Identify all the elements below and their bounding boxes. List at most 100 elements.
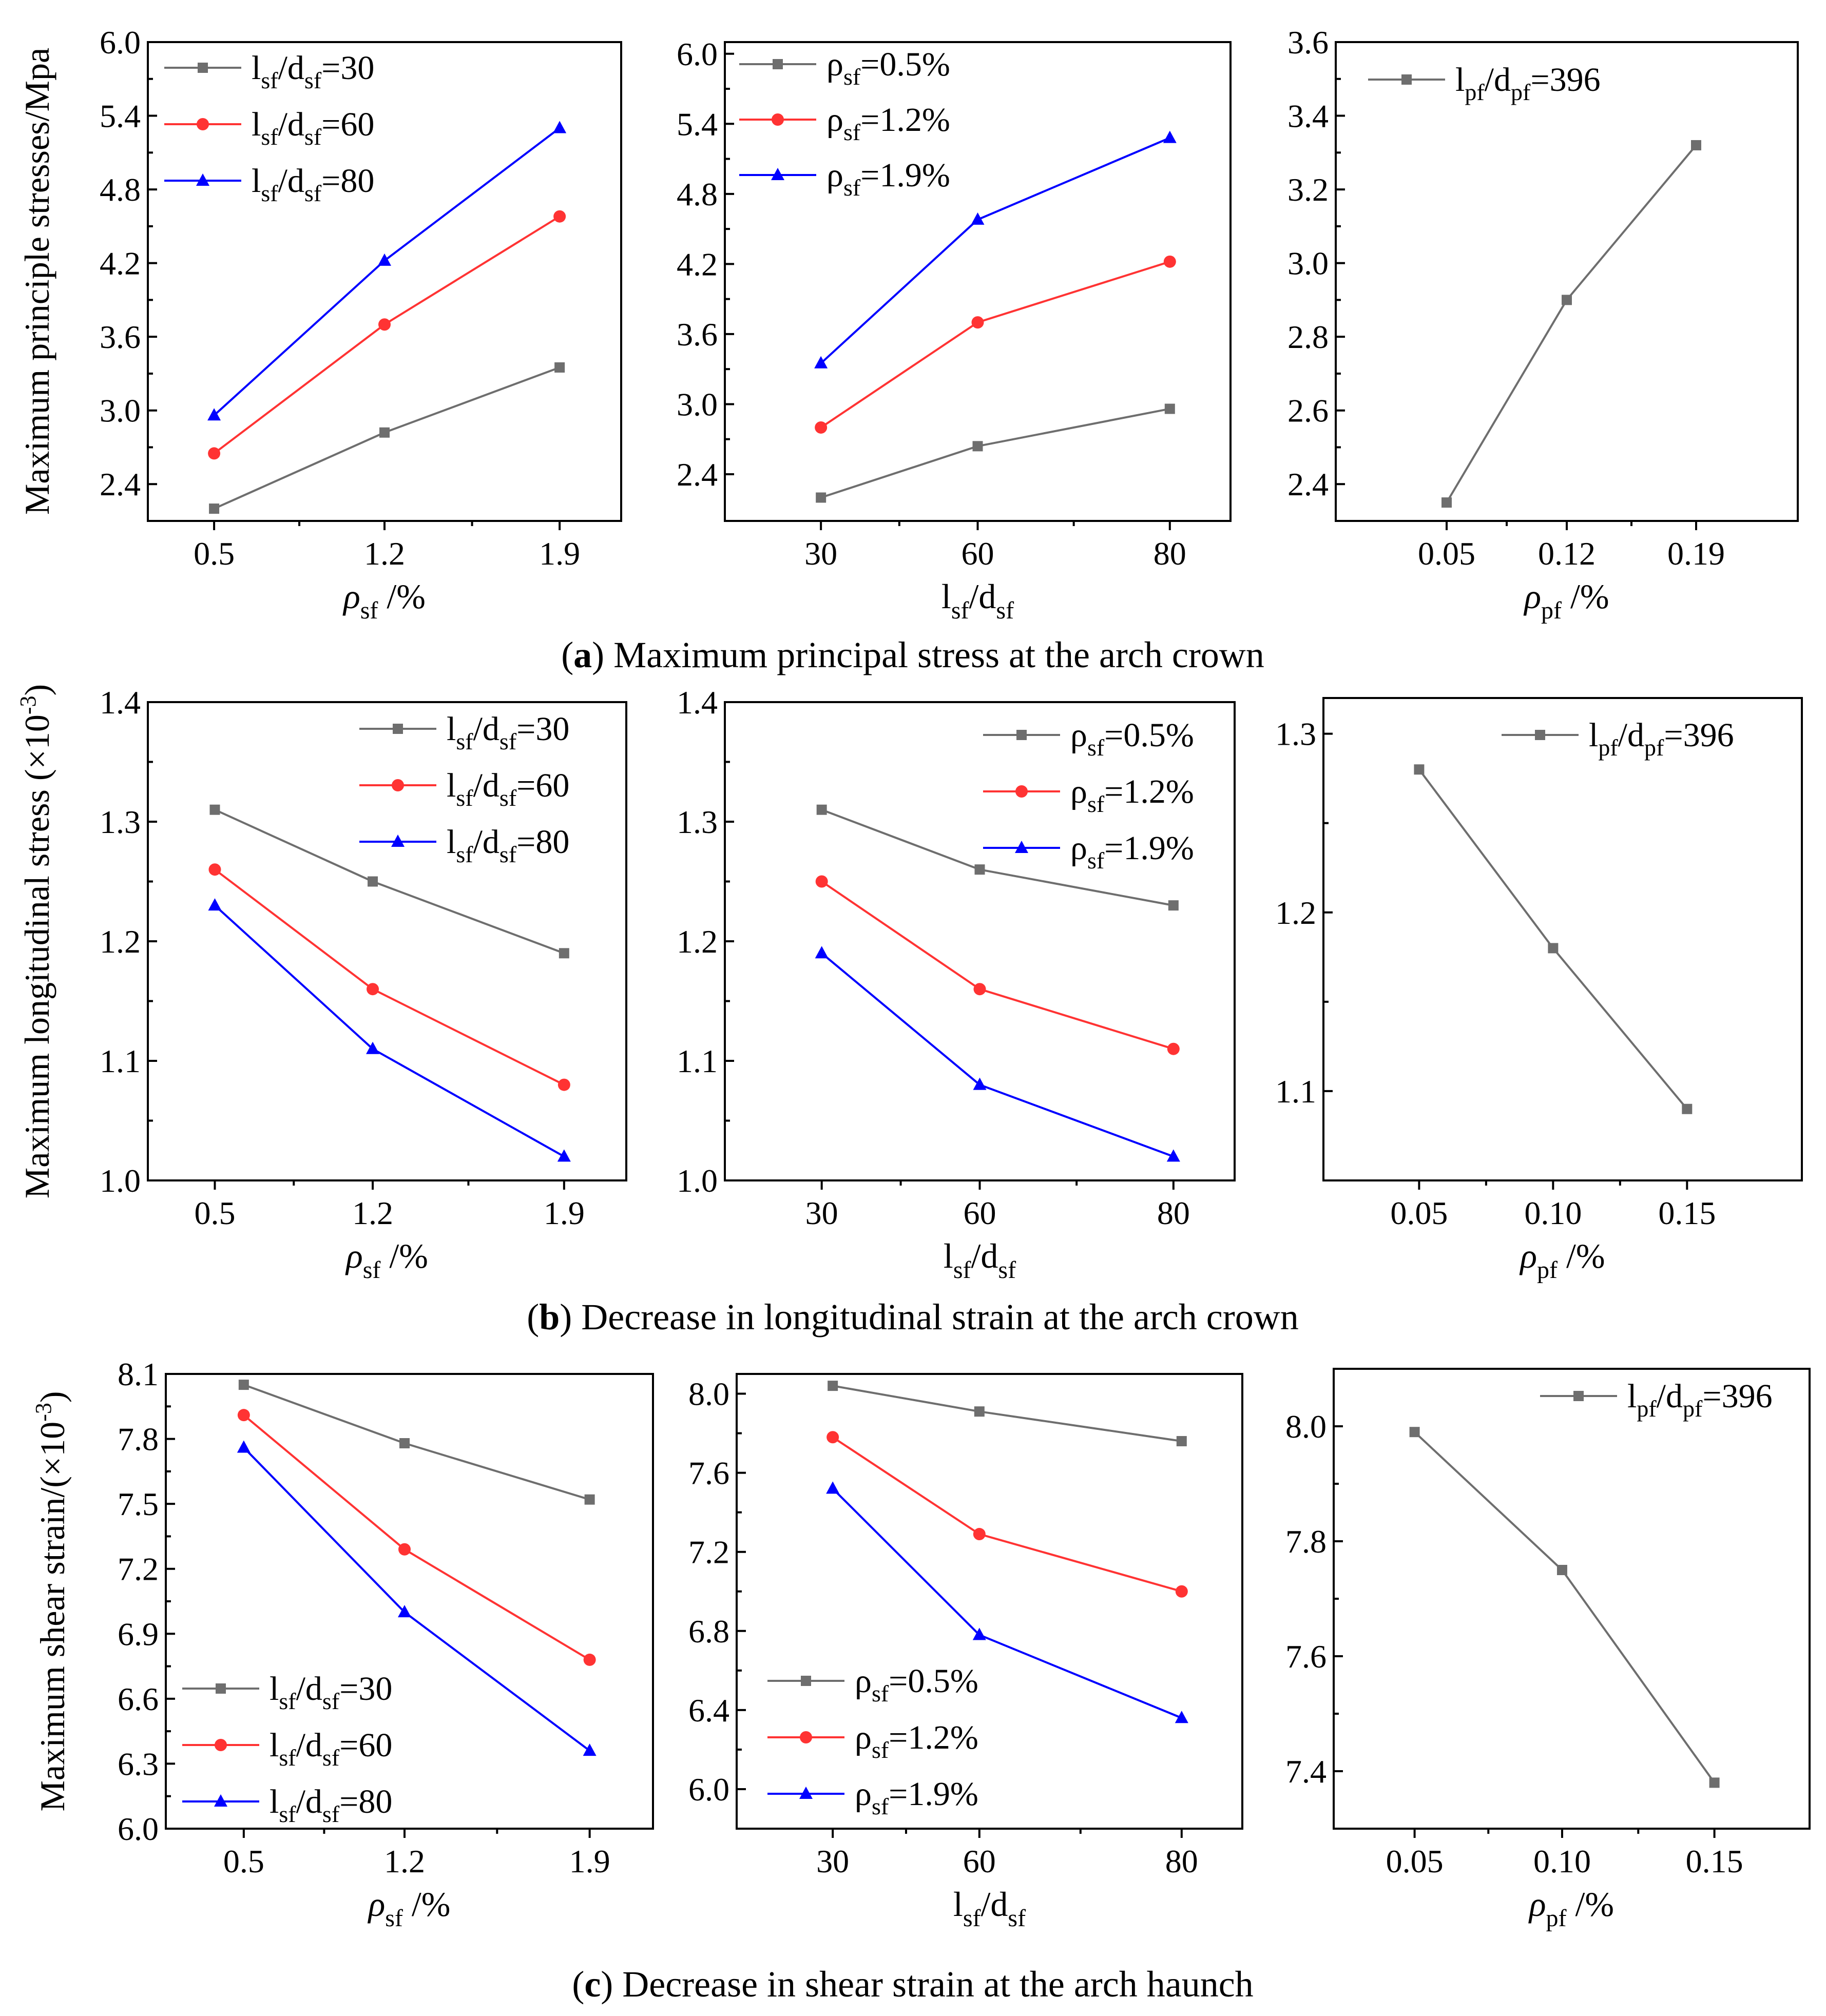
legend-label: ρsf​=1.2% [855,1719,978,1763]
caption-c: (c) Decrease in shear strain at the arch… [572,1964,1253,2005]
series-lpf/dpf=396 [1409,1427,1720,1788]
legend-entry: ρsf​=1.9% [767,1775,978,1819]
y-tick-label: 3.6 [100,319,141,355]
plot-frame [1322,697,1803,1181]
series-line [820,260,1170,429]
x-tick-label: 0.05 [1390,1195,1448,1231]
y-tick-label: 7.8 [1285,1523,1327,1560]
x-axis-label: ρpf /% [1528,1885,1614,1932]
legend-label: lsf​/dsf​=60 [270,1727,392,1771]
legend-label: lsf​/dsf​=60 [252,106,374,150]
y-tick-label: 6.9 [118,1616,159,1652]
data-point [826,1431,839,1444]
legend-entry: lpf​/dpf​=396 [1502,716,1734,761]
y-tick-label: 7.4 [1285,1753,1327,1790]
data-point [1556,1565,1567,1575]
legend-marker [1573,1391,1584,1401]
chart-c-middle: 6.0 6.4 6.8 7.2 7.6 8.0 30 60 80 lsf/dsf ρsf​=0.5%… [688,1373,1243,1932]
y-tick-label: 1.3 [100,804,141,840]
data-point [238,1380,249,1390]
subscript: sf [499,728,517,754]
subscript: sf [322,1801,340,1827]
data-point [237,1409,250,1422]
legend-label: lsf​/dsf​=80 [270,1783,392,1827]
data-point [1167,1042,1180,1055]
legend-label: lsf​/dsf​=30 [270,1670,392,1714]
data-point [553,210,566,223]
x-tick-label: 1.9 [544,1195,585,1231]
series-line [243,1384,590,1501]
subscript: sf [843,175,861,201]
chart-a-middle: 2.4 3.0 3.6 4.2 4.8 5.4 6.0 30 60 80 lsf/dsf ρsf​=0… [677,36,1232,624]
legend-entry: lsf​/dsf​=80 [359,823,569,867]
y-tick-label: 3.0 [1287,245,1329,282]
data-point [208,863,221,876]
x-tick-label: 1.9 [569,1843,610,1879]
y-tick-label: 1.2 [100,923,141,960]
data-point [207,408,221,421]
data-point [973,1077,987,1090]
legend-entry: ρsf​=1.9% [739,157,950,201]
legend-marker [800,1731,812,1743]
x-tick-label: 80 [1165,1843,1198,1879]
legend-label: lpf​/dpf​=396 [1627,1378,1773,1422]
x-tick-label: 0.15 [1686,1843,1743,1879]
caption-b: (b) Decrease in longitudinal strain at t… [527,1296,1298,1337]
data-point [1414,764,1425,775]
data-point [1175,1585,1188,1598]
data-point [208,898,222,911]
data-point [973,983,986,996]
y-tick-label: 1.1 [100,1043,141,1079]
data-point [971,316,984,329]
y-tick-label: 2.8 [1287,319,1329,355]
x-tick-label: 0.5 [194,1195,235,1231]
chart-b-middle: 1.0 1.1 1.2 1.3 1.4 30 60 80 lsf/dsf ρsf​=0.5% ρsf… [677,684,1236,1284]
legend-entry: lpf​/dpf​=396 [1368,61,1601,105]
x-tick-label: 60 [962,535,994,572]
data-point [557,1149,571,1162]
plot-frame [1333,1368,1811,1830]
data-point [584,1494,595,1505]
legend-marker [198,63,208,73]
subscript: sf [322,1744,340,1771]
data-point [208,447,221,460]
data-point [366,1041,380,1054]
y-tick-label: 4.8 [100,171,141,208]
data-point [1709,1777,1720,1788]
data-point [367,983,379,996]
plot-frame [1335,41,1799,522]
series-ρsf=0.5% [816,403,1175,503]
y-tick-label: 7.5 [118,1486,159,1522]
legend-marker [216,1683,226,1694]
series-line [1418,769,1688,1110]
data-point [379,427,390,438]
y-tick-label: 3.0 [677,386,718,422]
legend-marker [1015,785,1028,798]
legend-label: ρsf​=0.5% [826,46,950,90]
y-tick-label: 3.6 [677,316,718,353]
x-tick-label: 30 [804,535,837,572]
y-tick-label: 1.1 [1275,1073,1316,1110]
data-point [815,421,828,434]
chart-a-right: 2.4 2.6 2.8 3.0 3.2 3.4 3.6 0.05 0.12 0.19 ρpf /% l… [1287,24,1799,624]
y-tick-label: 1.3 [677,804,718,840]
subscript: sf [1087,791,1105,817]
y-axis-label: Maximum shear strain/(×10-3) [31,1391,72,1811]
subscript: pf [1598,734,1618,761]
y-tick-label: 1.4 [100,684,141,721]
subscript: sf [499,785,517,811]
caption-a: (a) Maximum principal stress at the arch… [561,634,1264,675]
x-tick-label: 0.10 [1533,1843,1591,1879]
series-line [214,868,565,1086]
subscript: sf [279,1744,296,1771]
data-point [1176,1436,1187,1446]
y-tick-label: 6.8 [688,1613,729,1650]
data-point [1441,497,1452,508]
x-tick-label: 1.2 [352,1195,393,1231]
x-tick-label: 0.19 [1667,535,1725,572]
subscript: sf [261,67,278,93]
series-line [821,880,1174,1050]
series-line [832,1436,1182,1593]
x-tick-label: 80 [1157,1195,1190,1231]
data-point [814,356,828,369]
